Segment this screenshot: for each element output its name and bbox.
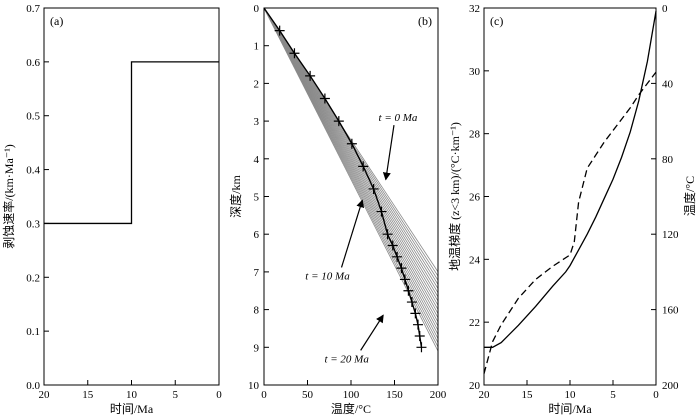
- data-point-cross: [289, 48, 300, 59]
- data-point-cross: [414, 330, 425, 341]
- y-tick-label: 30: [469, 66, 481, 78]
- y-right-axis-label: 温度/°C: [682, 176, 697, 216]
- x-axis-label: 时间/Ma: [110, 402, 154, 416]
- panel-a: 20 15 10 5 0 0.0 0.1 0.2 0.3 0.4 0.5 0.6 0.7 (a) 时间/Ma…: [1, 3, 222, 416]
- y-tick-label: 0.0: [26, 380, 40, 392]
- y-tick-label: 24: [469, 254, 481, 266]
- x-tick-label: 10: [126, 389, 138, 401]
- data-point-cross: [346, 138, 357, 149]
- y-right-tick-label: 80: [662, 154, 674, 166]
- data-point-cross: [403, 285, 414, 296]
- data-point-cross: [382, 229, 393, 240]
- panel-label: (b): [418, 14, 432, 28]
- y-tick-label: 0.5: [26, 111, 40, 123]
- data-point-cross: [416, 342, 427, 353]
- panel-c: 20 15 10 5 0 20 22 24 26 28 30 32 0 40 80 120 160 200 (c) 时…: [447, 3, 697, 416]
- data-point-cross: [412, 319, 423, 330]
- y-tick-label: 8: [254, 305, 260, 317]
- y-tick-label: 32: [469, 3, 480, 15]
- y-tick-label: 0.6: [26, 57, 40, 69]
- x-tick-label: 150: [386, 389, 403, 401]
- x-tick-label: 5: [173, 389, 179, 401]
- data-point-cross: [399, 274, 410, 285]
- x-axis-label: 时间/Ma: [548, 402, 592, 416]
- y-right-tick-label: 160: [662, 305, 679, 317]
- annotation-label: t = 20 Ma: [324, 353, 369, 365]
- annotation-label: t = 0 Ma: [379, 112, 418, 124]
- y-tick-label: 22: [469, 317, 480, 329]
- data-point-cross: [392, 251, 403, 262]
- plot-frame: [483, 7, 657, 386]
- x-tick-label: 50: [302, 389, 314, 401]
- y-axis-label: 地温梯度 (z<3 km)/(°C·km⁻¹): [447, 122, 462, 271]
- x-tick-label: 20: [479, 389, 491, 401]
- y-tick-label: 1: [254, 41, 260, 53]
- plot-frame: [263, 7, 439, 386]
- y-tick-label: 0: [254, 3, 260, 15]
- x-tick-label: 15: [82, 389, 94, 401]
- data-point-cross: [305, 70, 316, 81]
- x-tick-label: 0: [216, 389, 222, 401]
- y-tick-label: 0.2: [26, 272, 40, 284]
- y-tick-label: 0.1: [26, 326, 40, 338]
- y-tick-label: 0.4: [26, 165, 40, 177]
- annotation-arrow: [340, 199, 365, 268]
- x-tick-label: 10: [565, 389, 577, 401]
- y-axis-label: 剥蚀速率/(km·Ma⁻¹): [1, 144, 16, 249]
- x-tick-label: 5: [610, 389, 616, 401]
- annotation-arrow: [360, 314, 384, 351]
- x-tick-label: 200: [430, 389, 447, 401]
- data-point-cross: [333, 116, 344, 127]
- y-tick-label: 0.3: [26, 218, 40, 230]
- data-point-cross: [368, 183, 379, 194]
- x-tick-label: 0: [653, 389, 659, 401]
- y-tick-label: 7: [254, 267, 260, 279]
- series-line-geothermal-gradient: [484, 11, 657, 348]
- x-tick-label: 0: [261, 389, 267, 401]
- data-point-cross: [358, 161, 369, 172]
- data-point-cross: [376, 206, 387, 217]
- panel-label: (c): [490, 14, 503, 28]
- data-point-cross: [410, 308, 421, 319]
- y-right-tick-label: 120: [662, 229, 679, 241]
- y-right-tick-label: 0: [662, 3, 668, 15]
- data-point-cross: [396, 263, 407, 274]
- annotation-arrow: [382, 125, 395, 181]
- y-tick-label: 9: [254, 342, 260, 354]
- y-tick-label: 26: [469, 192, 481, 204]
- x-tick-label: 15: [522, 389, 534, 401]
- y-tick-label: 5: [254, 192, 260, 204]
- x-tick-label: 100: [343, 389, 360, 401]
- y-tick-label: 10: [248, 380, 260, 392]
- data-point-cross: [387, 240, 398, 251]
- data-point-cross: [319, 93, 330, 104]
- y-tick-label: 20: [469, 380, 481, 392]
- series-line-temperature: [483, 71, 657, 374]
- y-tick-label: 28: [469, 129, 481, 141]
- annotation-label: t = 10 Ma: [305, 270, 350, 282]
- y-axis-label: 深度/km: [228, 175, 243, 218]
- panel-label: (a): [50, 14, 63, 28]
- y-tick-label: 3: [254, 116, 260, 128]
- x-tick-label: 20: [39, 389, 51, 401]
- y-tick-label: 2: [254, 78, 260, 90]
- y-tick-label: 6: [254, 229, 260, 241]
- data-point-cross: [274, 25, 285, 36]
- series-line-sample-path: [263, 7, 423, 348]
- data-point-cross: [406, 297, 417, 308]
- y-right-tick-label: 40: [662, 78, 674, 90]
- y-tick-label: 0.7: [26, 3, 40, 15]
- panel-b: 0 50 100 150 200 0 1 2 3 4 5 6 7 8 9 10 t = 0 Ma t = 10 M…: [228, 3, 447, 416]
- x-axis-label: 温度/°C: [331, 401, 371, 416]
- y-tick-label: 4: [254, 154, 260, 166]
- y-right-tick-label: 200: [662, 380, 679, 392]
- series-line-erosion-rate: [44, 61, 219, 225]
